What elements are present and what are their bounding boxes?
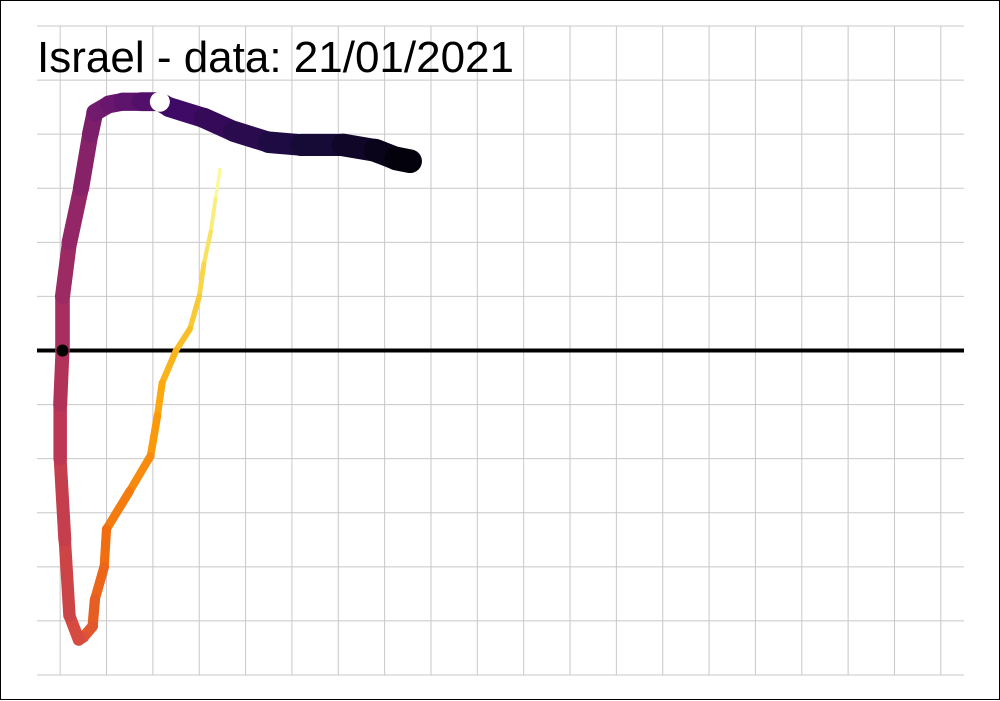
trajectory-segment: [158, 347, 180, 387]
trajectory-segment: [208, 197, 218, 234]
trajectory-segment: [90, 561, 110, 605]
markers: [56, 91, 170, 357]
trajectory-segment: [54, 234, 77, 304]
trajectory-series: [53, 92, 422, 646]
trajectory-segment: [58, 533, 76, 622]
trajectory-segment: [72, 126, 99, 197]
trajectory-segment: [53, 343, 70, 412]
trajectory-segment: [213, 167, 222, 201]
trajectory-segment: [201, 229, 213, 267]
trajectory-marker-white: [149, 91, 170, 112]
trajectory-segment: [173, 325, 193, 354]
trajectory-segment: [146, 411, 162, 460]
trajectory-segment: [125, 451, 155, 496]
trajectory-segment: [384, 146, 422, 174]
chart-title: Israel - data: 21/01/2021: [37, 33, 514, 82]
trajectory-marker-black: [56, 344, 69, 357]
trajectory-segment: [61, 180, 89, 251]
trajectory-segment: [99, 524, 112, 572]
trajectory-segment: [102, 486, 135, 534]
trajectory-segment: [187, 293, 202, 332]
trajectory-segment: [53, 452, 72, 547]
trajectory-segment: [154, 379, 166, 419]
trajectory-segment: [196, 261, 207, 299]
